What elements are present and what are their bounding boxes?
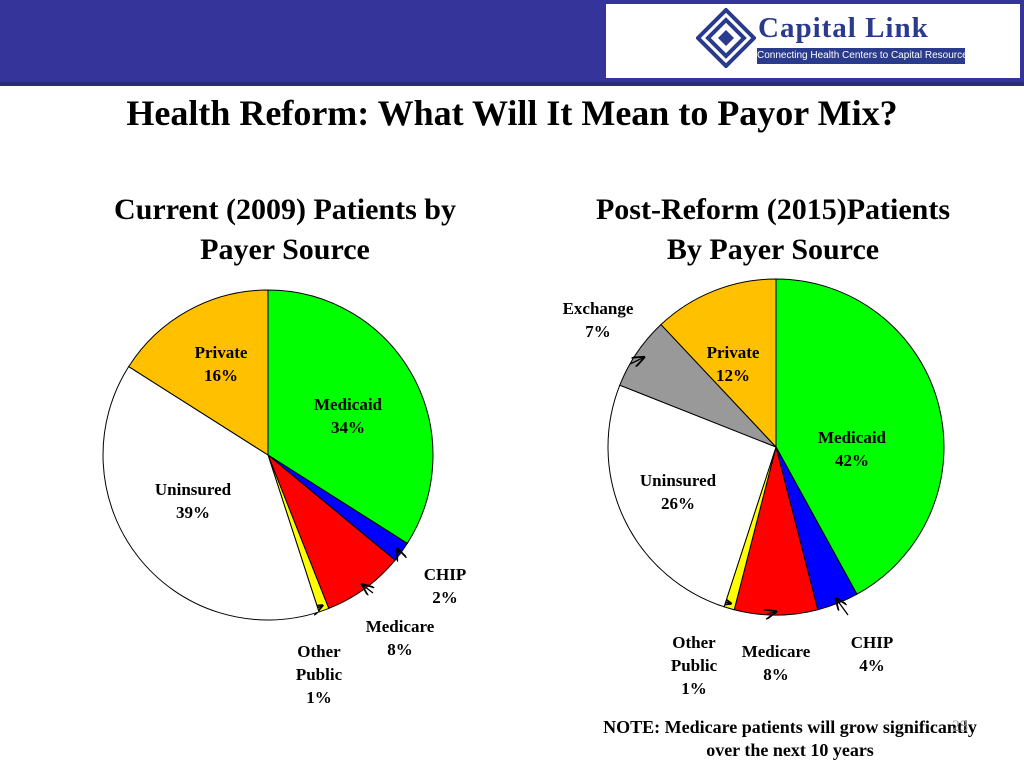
chart-title-line: Current (2009) Patients by xyxy=(114,193,456,226)
slice-name-label: Other xyxy=(297,642,341,661)
logo-diamond-icon xyxy=(696,8,756,68)
pie-slice-uninsured xyxy=(102,365,320,621)
slice-value-label: 7% xyxy=(585,322,611,341)
slice-label-other-public: Other Public 1% xyxy=(296,642,343,707)
footnote-line: over the next 10 years xyxy=(706,740,874,760)
slice-value-label: 8% xyxy=(387,640,413,659)
slice-name-label: Exchange xyxy=(563,299,634,318)
leader-line-exchange xyxy=(629,357,644,364)
leader-line-chip xyxy=(836,599,849,616)
slice-value-label: 1% xyxy=(306,688,332,707)
slide-title: Health Reform: What Will It Mean to Payo… xyxy=(126,93,898,133)
slice-label-chip: CHIP 4% xyxy=(851,633,894,675)
slice-label-medicare: Medicare 8% xyxy=(742,642,811,684)
slice-name-label: Medicare xyxy=(742,642,811,661)
slice-label-medicare: Medicare 8% xyxy=(366,617,435,659)
slice-name-label: Public xyxy=(671,656,718,675)
slice-label-other-public: Other Public 1% xyxy=(671,633,718,698)
slice-label-chip: CHIP 2% xyxy=(424,565,467,607)
slice-name-label: Private xyxy=(707,343,760,362)
slice-value-label: 42% xyxy=(835,451,869,470)
logo-wordmark: Capital Link xyxy=(758,12,929,44)
slice-label-medicaid: Medicaid 34% xyxy=(314,395,383,437)
logo-panel xyxy=(606,4,1020,78)
logo-tagline: Connecting Health Centers to Capital Res… xyxy=(757,48,973,64)
slice-label-uninsured: Uninsured 26% xyxy=(640,471,717,513)
pie-slice-medicaid xyxy=(267,289,434,545)
footnote-line: NOTE: Medicare patients will grow signif… xyxy=(603,717,977,737)
pie-slice-private xyxy=(660,278,777,449)
footnote: NOTE: Medicare patients will grow signif… xyxy=(570,716,1010,762)
slice-value-label: 26% xyxy=(661,494,695,513)
slice-name-label: Medicaid xyxy=(818,428,887,447)
slice-value-label: 4% xyxy=(859,656,885,675)
slice-value-label: 39% xyxy=(176,503,210,522)
pie-slice-medicaid xyxy=(775,278,945,595)
slice-name-label: CHIP xyxy=(424,565,467,584)
slice-name-label: Other xyxy=(672,633,716,652)
leader-line-chip xyxy=(397,549,400,555)
slice-value-label: 1% xyxy=(681,679,707,698)
slice-name-label: Uninsured xyxy=(640,471,717,490)
pie-slice-uninsured xyxy=(607,384,777,608)
slice-value-label: 2% xyxy=(432,588,458,607)
slice-name-label: CHIP xyxy=(851,633,894,652)
header-rule xyxy=(0,82,1024,86)
slice-name-label: Medicare xyxy=(366,617,435,636)
leader-line-medicare xyxy=(362,584,373,593)
slice-value-label: 8% xyxy=(763,665,789,684)
pie-post-reform-2015: Medicaid 42% CHIP 4% Medicare 8% Other Public 1%… xyxy=(563,278,945,698)
slice-name-label: Private xyxy=(195,343,248,362)
slice-label-private: Private 16% xyxy=(195,343,248,385)
pie-current-2009: Medicaid 34% CHIP 2% Medicare 8% Other Public 1%… xyxy=(102,289,467,707)
chart-title-line: Post-Reform (2015)Patients xyxy=(595,193,951,226)
slice-value-label: 12% xyxy=(716,366,750,385)
slice-label-exchange: Exchange 7% xyxy=(563,299,634,341)
pie-slice-private xyxy=(127,289,269,456)
slice-name-label: Public xyxy=(296,665,343,684)
page-number: 23 xyxy=(952,718,968,735)
slice-label-medicaid: Medicaid 42% xyxy=(818,428,887,470)
leader-line-medicare xyxy=(767,612,776,614)
slice-name-label: Uninsured xyxy=(155,480,232,499)
chart-title-line: By Payer Source xyxy=(666,233,880,266)
chart-title-line: Payer Source xyxy=(200,233,370,266)
slice-value-label: 16% xyxy=(204,366,238,385)
slice-label-uninsured: Uninsured 39% xyxy=(155,480,232,522)
slice-value-label: 34% xyxy=(331,418,365,437)
chart-title-post-reform: Post-Reform (2015)Patients By Payer Sour… xyxy=(548,190,998,270)
slice-label-private: Private 12% xyxy=(707,343,760,385)
slice-name-label: Medicaid xyxy=(314,395,383,414)
chart-title-current: Current (2009) Patients by Payer Source xyxy=(62,190,508,270)
